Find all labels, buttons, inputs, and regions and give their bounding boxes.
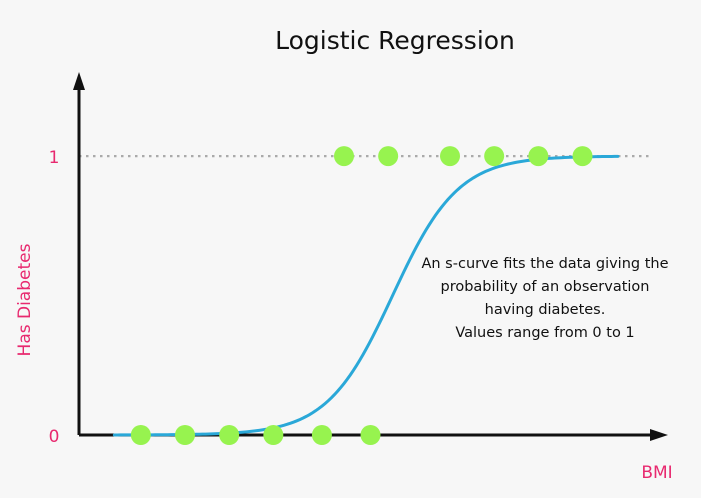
s-curve [112,154,620,437]
annotation-line-3: Values range from 0 to 1 [455,325,634,341]
data-point-10 [528,146,549,167]
y-tick-label-0: 0 [49,427,60,447]
data-point-4 [311,425,332,445]
y-axis-label: Has Diabetes [15,243,35,356]
annotation: An s-curve fits the data giving the proba… [421,256,668,341]
data-point-5 [360,425,381,445]
data-point-11 [572,146,593,167]
y-axis-arrow-icon [73,72,85,90]
y-tick-labels: 01 [49,148,60,447]
data-points [130,146,593,445]
y-tick-label-1: 1 [49,148,60,168]
annotation-line-0: An s-curve fits the data giving the [421,256,668,272]
data-point-2 [219,425,240,445]
data-point-9 [484,146,505,167]
data-point-7 [378,146,399,167]
annotation-line-1: probability of an observation [441,279,650,295]
data-point-6 [334,146,354,167]
data-point-3 [263,425,284,445]
chart-title: Logistic Regression [275,26,515,55]
data-point-0 [130,425,151,445]
annotation-line-2: having diabetes. [485,302,606,318]
data-point-1 [175,425,195,445]
data-point-8 [440,146,460,167]
x-axis-label: BMI [641,463,672,483]
x-axis-arrow-icon [650,429,668,441]
